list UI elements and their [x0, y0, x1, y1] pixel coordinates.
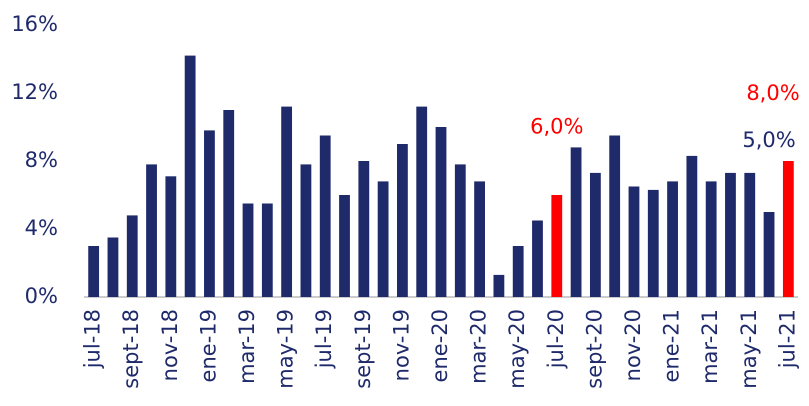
bar: [126, 215, 138, 297]
bar: [686, 155, 698, 297]
bar: [204, 130, 215, 297]
x-tick-label: nov-19: [389, 309, 413, 381]
bar: [281, 106, 293, 297]
y-tick-label: 4%: [25, 216, 58, 240]
bar: [435, 127, 447, 297]
bar: [551, 195, 563, 297]
bar: [107, 237, 119, 297]
x-tick-label: nov-20: [621, 309, 645, 381]
bar: [377, 181, 389, 297]
bar: [88, 246, 100, 297]
x-tick-label: sept-19: [351, 309, 375, 389]
x-tick-label: nov-18: [158, 309, 182, 381]
x-tick-label: may-20: [505, 309, 529, 389]
x-tick-label: jul-21: [775, 309, 799, 369]
bar: [725, 172, 736, 297]
bar: [184, 55, 196, 297]
data-label: 8,0%: [746, 81, 799, 105]
data-label: 5,0%: [742, 128, 795, 152]
bar: [339, 195, 350, 297]
bar: [223, 110, 235, 297]
bar: [512, 246, 524, 297]
bar: [242, 203, 254, 297]
x-tick-label: ene-19: [196, 309, 220, 382]
bar: [261, 203, 273, 297]
x-tick-label: sept-20: [582, 309, 606, 389]
bar: [782, 161, 794, 297]
bar: [705, 181, 717, 297]
x-tick-label: sept-18: [119, 309, 143, 389]
bar: [628, 186, 640, 297]
bar: [416, 106, 428, 297]
bar: [609, 135, 621, 297]
x-tick-label: ene-20: [428, 309, 452, 382]
x-tick-label: may-21: [737, 309, 761, 389]
x-tick-label: mar-19: [235, 309, 259, 384]
bar: [165, 176, 177, 297]
bar: [300, 164, 312, 297]
x-tick-label: jul-20: [544, 309, 568, 369]
bar: [454, 164, 466, 297]
x-tick-label: mar-21: [698, 309, 722, 384]
x-tick-label: jul-19: [312, 309, 336, 369]
bar: [532, 220, 543, 297]
y-tick-label: 16%: [11, 12, 58, 36]
bar: [474, 181, 485, 297]
bar: [146, 164, 157, 297]
bar: [589, 172, 601, 297]
bar: [358, 161, 370, 297]
y-tick-label: 8%: [25, 148, 58, 172]
bar: [493, 274, 505, 297]
x-tick-label: jul-18: [81, 309, 105, 369]
bar: [570, 147, 582, 297]
x-tick-label: mar-20: [467, 309, 491, 384]
data-label: 6,0%: [530, 114, 583, 138]
bar: [647, 189, 659, 297]
bar: [763, 212, 775, 297]
y-tick-label: 0%: [25, 284, 58, 308]
x-tick-label: ene-21: [660, 309, 684, 382]
bar: [319, 135, 331, 297]
bar: [397, 144, 408, 297]
bar: [667, 181, 678, 297]
y-tick-label: 12%: [11, 80, 58, 104]
x-tick-label: may-19: [274, 309, 298, 389]
bar: [744, 172, 756, 297]
